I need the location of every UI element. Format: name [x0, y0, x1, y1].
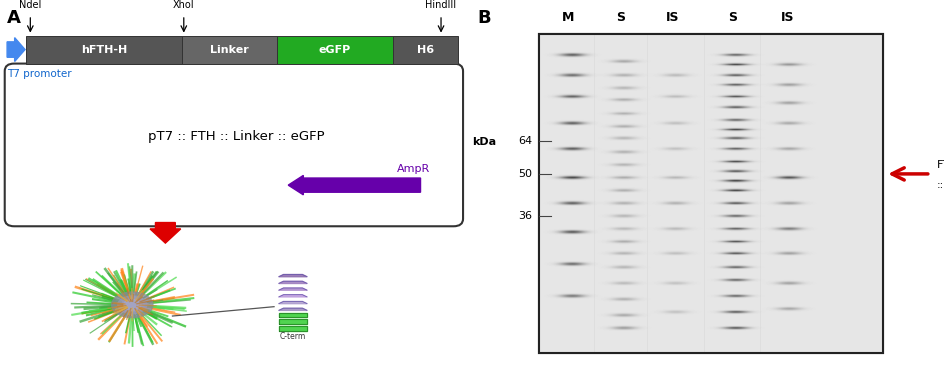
Text: S: S [728, 11, 736, 24]
Text: 64: 64 [517, 137, 531, 146]
Text: S: S [615, 11, 624, 24]
Text: M: M [562, 11, 574, 24]
Text: Linker: Linker [210, 45, 248, 55]
Polygon shape [278, 326, 307, 331]
Text: T7 promoter: T7 promoter [8, 69, 72, 79]
Text: eGFP: eGFP [319, 45, 351, 55]
Polygon shape [278, 313, 307, 317]
Text: H6: H6 [417, 45, 434, 55]
FancyArrow shape [288, 175, 420, 195]
Ellipse shape [117, 295, 147, 315]
Ellipse shape [123, 299, 142, 311]
Text: 36: 36 [517, 211, 531, 221]
Text: kDa: kDa [472, 137, 497, 147]
FancyArrow shape [8, 38, 25, 61]
Ellipse shape [110, 291, 153, 318]
Text: B: B [477, 9, 491, 27]
Text: 50: 50 [517, 169, 531, 179]
Polygon shape [278, 275, 307, 277]
Bar [26, 36, 181, 64]
Polygon shape [278, 301, 307, 304]
Text: FTH-H: FTH-H [936, 160, 944, 170]
Text: C-term: C-term [279, 332, 306, 341]
Text: IS: IS [780, 11, 793, 24]
Bar [393, 36, 458, 64]
Bar [539, 34, 882, 353]
Text: AmpR: AmpR [396, 164, 430, 174]
Bar [181, 36, 277, 64]
Text: IS: IS [666, 11, 679, 24]
Text: HindIII: HindIII [425, 0, 456, 10]
Polygon shape [278, 288, 307, 290]
Text: pT7 :: FTH :: Linker :: eGFP: pT7 :: FTH :: Linker :: eGFP [148, 130, 324, 143]
Text: ::Linker::eGFP: ::Linker::eGFP [936, 180, 944, 190]
Text: hFTH-H: hFTH-H [80, 45, 126, 55]
Bar [539, 34, 882, 353]
Polygon shape [278, 319, 307, 324]
Polygon shape [278, 295, 307, 297]
Text: XhoI: XhoI [173, 0, 194, 10]
Text: A: A [8, 9, 21, 27]
Polygon shape [278, 281, 307, 283]
Text: NdeI: NdeI [19, 0, 42, 10]
Bar [277, 36, 393, 64]
Polygon shape [278, 308, 307, 310]
FancyArrow shape [150, 223, 180, 243]
